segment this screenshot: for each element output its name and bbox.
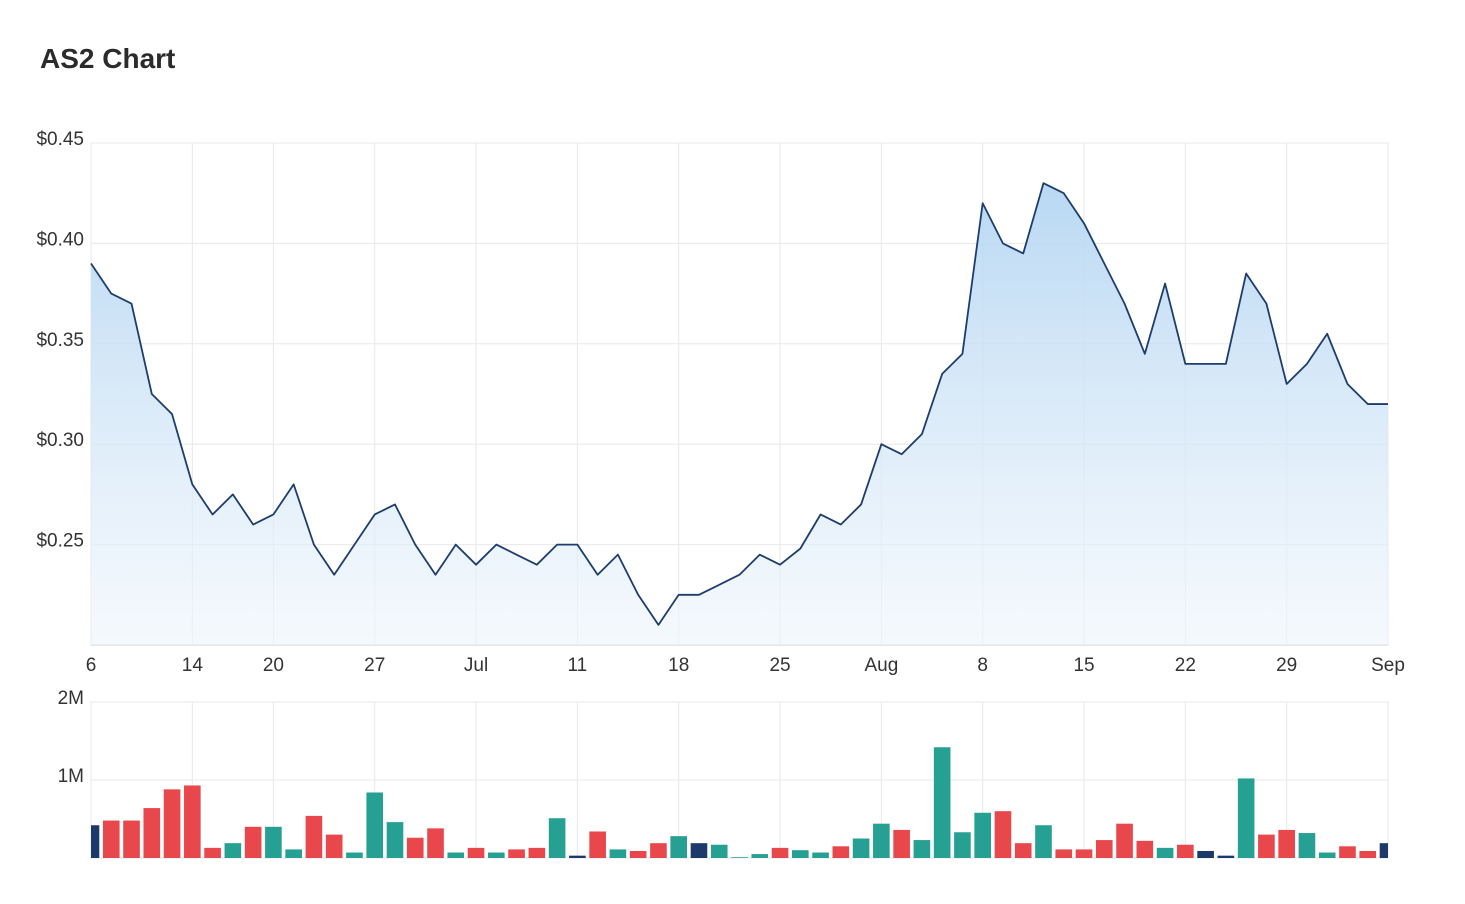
volume-bar[interactable] <box>751 854 769 858</box>
volume-y-axis: 2M 1M <box>58 688 84 787</box>
volume-bar[interactable] <box>548 818 566 858</box>
date-x-tick-label: 25 <box>769 655 790 676</box>
volume-bar[interactable] <box>1217 855 1235 858</box>
volume-bar[interactable] <box>1136 840 1154 858</box>
volume-bar[interactable] <box>994 811 1012 858</box>
volume-bar[interactable] <box>406 837 424 858</box>
volume-bar[interactable] <box>1055 849 1073 858</box>
volume-bar[interactable] <box>488 852 505 858</box>
volume-bar[interactable] <box>852 838 870 859</box>
volume-bar[interactable] <box>143 808 161 858</box>
date-x-tick-label: 18 <box>668 655 689 676</box>
volume-bar[interactable] <box>974 812 991 858</box>
volume-bar[interactable] <box>91 825 100 858</box>
volume-bar[interactable] <box>1116 823 1133 858</box>
volume-bar[interactable] <box>1075 849 1093 858</box>
volume-y-tick-label: 1M <box>58 766 84 787</box>
volume-bar[interactable] <box>1095 840 1113 858</box>
volume-bar[interactable] <box>467 847 485 858</box>
volume-bar[interactable] <box>427 828 444 858</box>
volume-bar[interactable] <box>447 852 465 858</box>
volume-bar[interactable] <box>1359 850 1377 858</box>
volume-bar[interactable] <box>163 789 181 858</box>
volume-bar[interactable] <box>1298 833 1316 858</box>
date-x-axis: 6 14 20 27 Jul 11 18 25 Aug 8 15 22 29 Sep <box>86 655 1405 676</box>
date-x-tick-label: Sep <box>1371 655 1405 676</box>
volume-bar[interactable] <box>1177 844 1194 858</box>
volume-bar[interactable] <box>771 847 789 858</box>
date-x-tick-label: 22 <box>1175 655 1196 676</box>
price-y-tick-label: $0.35 <box>36 330 84 351</box>
volume-bar[interactable] <box>791 850 809 858</box>
volume-bar[interactable] <box>1197 850 1214 858</box>
volume-bar[interactable] <box>325 834 343 858</box>
price-y-tick-label: $0.30 <box>36 430 84 451</box>
volume-bar[interactable] <box>893 829 910 858</box>
volume-bar[interactable] <box>184 785 201 858</box>
volume-bar[interactable] <box>346 852 363 858</box>
date-x-tick-label: 14 <box>182 655 204 676</box>
volume-bar[interactable] <box>204 847 221 858</box>
volume-bar[interactable] <box>224 843 242 858</box>
volume-bar[interactable] <box>1379 843 1388 858</box>
price-area <box>91 183 1388 645</box>
volume-bar[interactable] <box>933 747 951 858</box>
volume-bar[interactable] <box>1014 843 1032 858</box>
volume-bar[interactable] <box>1258 834 1275 858</box>
volume-bar[interactable] <box>1339 846 1356 858</box>
volume-bar[interactable] <box>244 826 262 858</box>
date-x-tick-label: 29 <box>1276 655 1297 676</box>
date-x-tick-label: 15 <box>1073 655 1094 676</box>
volume-bar[interactable] <box>386 822 404 858</box>
volume-bar[interactable] <box>528 847 546 858</box>
volume-bar[interactable] <box>710 844 728 858</box>
volume-bar[interactable] <box>609 849 627 858</box>
volume-bar[interactable] <box>508 849 525 858</box>
volume-y-tick-label: 2M <box>58 688 84 709</box>
date-x-tick-label: 11 <box>568 655 588 676</box>
price-y-tick-label: $0.25 <box>36 531 84 552</box>
price-y-tick-label: $0.40 <box>36 229 84 250</box>
volume-bar[interactable] <box>1278 829 1295 858</box>
volume-bar[interactable] <box>285 849 302 858</box>
volume-bar[interactable] <box>954 832 971 858</box>
volume-bars[interactable] <box>91 747 1388 858</box>
volume-bar[interactable] <box>913 840 931 858</box>
date-x-tick-label: Aug <box>864 655 898 676</box>
volume-bar[interactable] <box>873 823 890 858</box>
volume-bar[interactable] <box>690 843 708 858</box>
volume-bar[interactable] <box>569 855 586 858</box>
volume-bar[interactable] <box>366 792 384 858</box>
date-x-tick-label: 20 <box>263 655 284 676</box>
date-x-tick-label: 8 <box>977 655 988 676</box>
volume-bar[interactable] <box>589 831 606 858</box>
price-y-axis: $0.45 $0.40 $0.35 $0.30 $0.25 <box>36 129 84 552</box>
volume-bar[interactable] <box>265 826 282 858</box>
volume-bar[interactable] <box>1156 847 1174 858</box>
volume-bar[interactable] <box>731 857 748 858</box>
date-x-tick-label: Jul <box>464 655 488 676</box>
volume-bar[interactable] <box>650 843 667 858</box>
volume-bar[interactable] <box>812 852 829 858</box>
price-line[interactable] <box>90 182 1388 626</box>
volume-bar[interactable] <box>832 846 850 858</box>
chart-title: AS2 Chart <box>40 43 176 74</box>
volume-bar[interactable] <box>123 820 140 858</box>
price-y-tick-label: $0.45 <box>36 129 84 150</box>
volume-bar[interactable] <box>1318 852 1336 858</box>
volume-bar[interactable] <box>1035 825 1052 858</box>
volume-bar[interactable] <box>1237 778 1255 858</box>
volume-bar[interactable] <box>305 815 323 858</box>
volume-grid <box>90 701 1389 859</box>
volume-bar[interactable] <box>102 820 120 858</box>
volume-bar[interactable] <box>629 850 647 858</box>
date-x-tick-label: 27 <box>364 655 385 676</box>
date-x-tick-label: 6 <box>86 655 97 676</box>
volume-bar[interactable] <box>670 836 688 858</box>
